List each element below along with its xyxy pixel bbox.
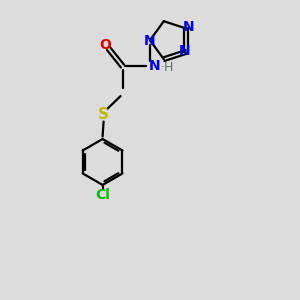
Text: N: N xyxy=(178,44,190,58)
Text: O: O xyxy=(100,38,112,52)
Text: S: S xyxy=(98,107,109,122)
Text: ·H: ·H xyxy=(161,61,174,74)
Text: N: N xyxy=(144,34,156,48)
Text: Cl: Cl xyxy=(95,188,110,202)
Text: N: N xyxy=(182,20,194,34)
Text: N: N xyxy=(149,59,161,73)
